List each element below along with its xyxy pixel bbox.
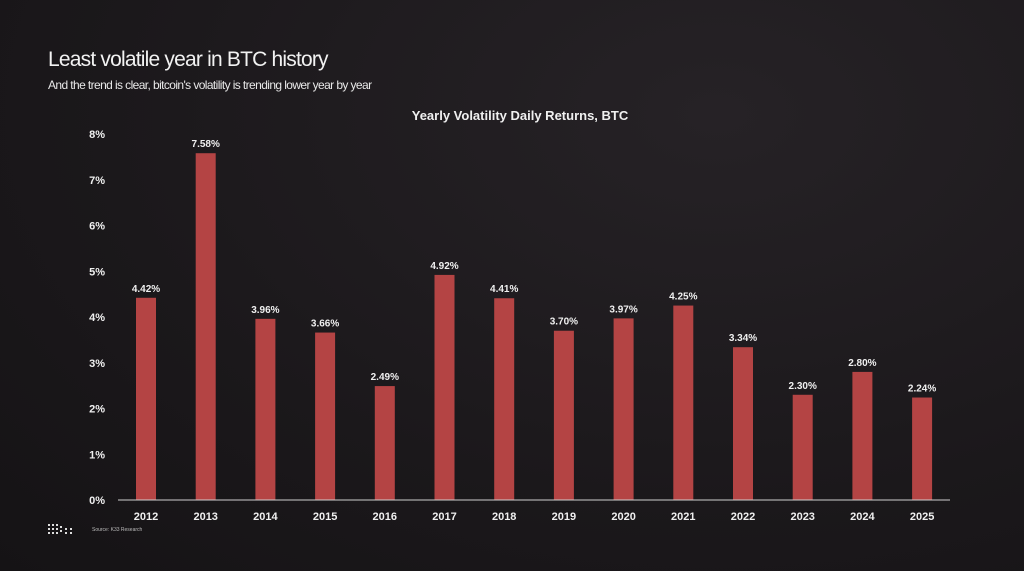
data-label: 7.58% [192,139,220,150]
y-tick-label: 4% [89,312,105,324]
y-tick-label: 2% [89,404,105,416]
bar-2020 [613,318,634,500]
bar-2015 [315,332,336,500]
bar-2018 [494,298,515,500]
data-label: 4.92% [430,261,458,272]
data-label: 3.70% [550,317,578,328]
data-label: 3.97% [609,304,637,315]
x-tick-label: 2014 [253,511,278,523]
bar-2016 [374,386,395,500]
y-tick-label: 1% [89,449,105,461]
bar-2013 [195,153,216,500]
data-label: 3.66% [311,319,339,330]
bar-2012 [136,297,156,500]
bar-2025 [912,397,933,500]
x-tick-label: 2013 [193,511,217,523]
x-tick-label: 2015 [313,511,337,523]
bar-2019 [553,330,574,500]
bar-2023 [792,394,813,500]
bar-2017 [434,274,455,500]
data-label: 3.96% [251,305,279,316]
data-label: 4.41% [490,284,518,295]
x-tick-label: 2016 [373,511,397,523]
x-tick-label: 2017 [432,511,456,523]
data-label: 2.49% [371,372,399,383]
y-tick-label: 3% [89,358,105,370]
bar-2024 [852,371,873,500]
data-label: 4.42% [132,284,160,295]
source-note: Source: K33 Research [92,527,143,533]
data-label: 4.25% [669,292,697,303]
x-tick-label: 2022 [731,511,755,523]
data-label: 3.34% [729,333,757,344]
x-tick-label: 2020 [611,511,635,523]
bar-2022 [733,347,753,500]
data-label: 2.24% [908,384,936,395]
x-tick-label: 2018 [492,511,516,523]
x-tick-label: 2023 [790,511,814,523]
chart-title: Yearly Volatility Daily Returns, BTC [411,108,629,123]
y-tick-label: 6% [89,221,105,233]
page-title: Least volatile year in BTC history [48,48,329,71]
page-subtitle: And the trend is clear, bitcoin's volati… [48,78,372,92]
x-tick-label: 2012 [134,511,158,523]
x-tick-label: 2025 [910,511,934,523]
y-tick-label: 0% [89,495,105,507]
y-tick-label: 7% [89,175,105,187]
bar-2014 [255,318,276,500]
data-label: 2.80% [848,358,876,369]
x-tick-label: 2021 [671,511,695,523]
data-label: 2.30% [789,381,817,392]
y-tick-label: 8% [89,129,105,141]
k33-logo [48,524,72,534]
x-tick-label: 2019 [552,511,576,523]
bar-2021 [673,305,694,500]
x-tick-label: 2024 [850,511,875,523]
y-tick-label: 5% [89,266,105,278]
